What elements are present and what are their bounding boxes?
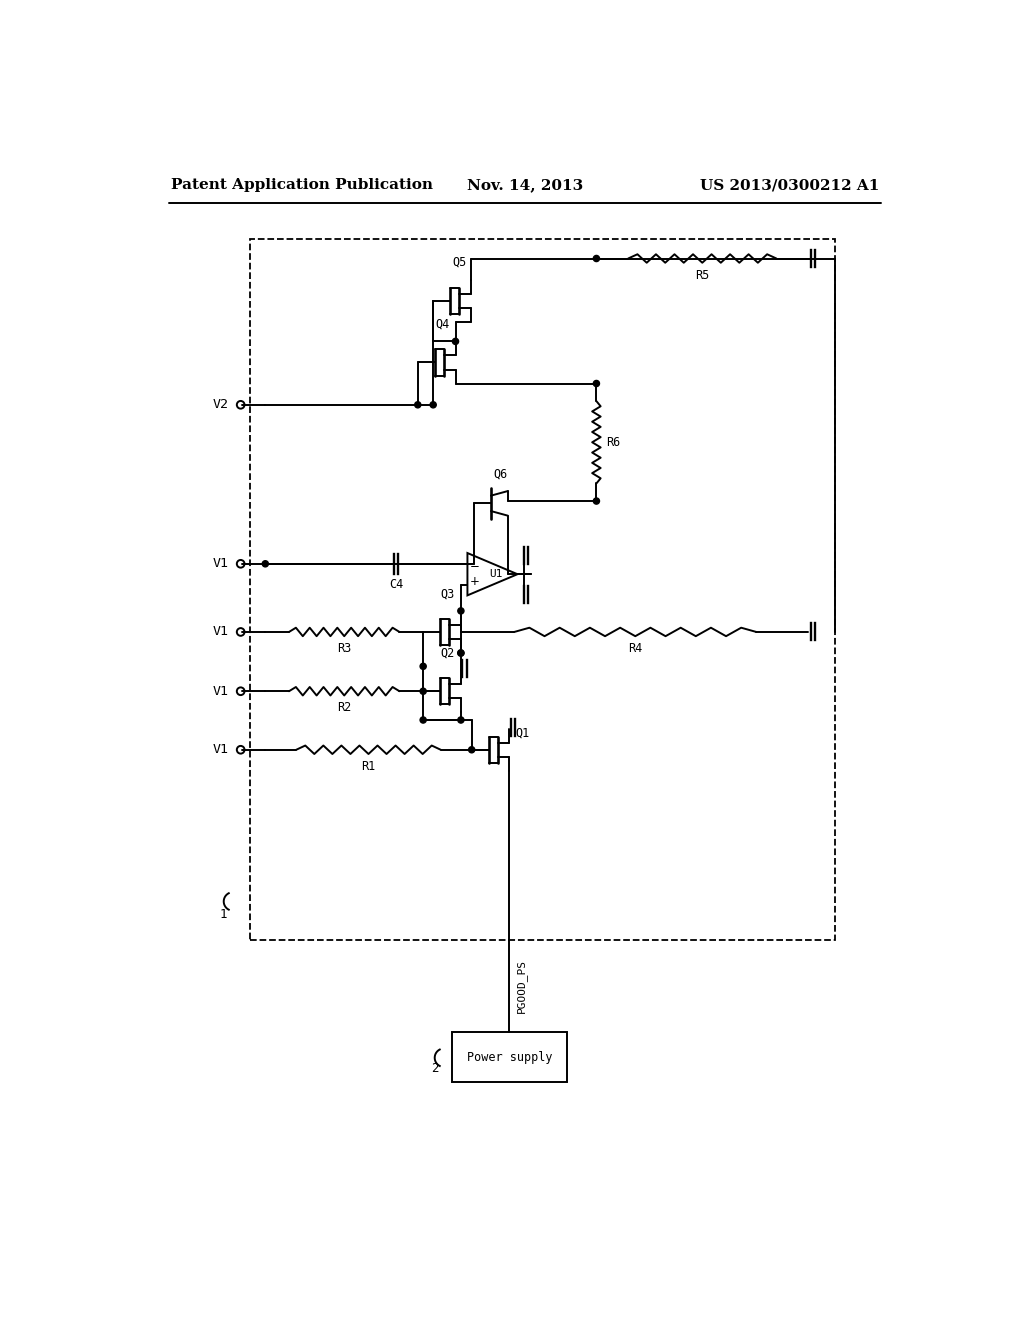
Text: 2: 2: [431, 1061, 438, 1074]
Text: Q2: Q2: [440, 647, 455, 660]
Circle shape: [415, 401, 421, 408]
Circle shape: [593, 256, 599, 261]
Text: R2: R2: [337, 701, 351, 714]
Circle shape: [262, 561, 268, 566]
Text: R3: R3: [337, 642, 351, 655]
Circle shape: [469, 747, 475, 752]
Text: Q1: Q1: [515, 726, 529, 739]
Circle shape: [458, 649, 464, 656]
Text: US 2013/0300212 A1: US 2013/0300212 A1: [699, 178, 879, 193]
Text: PGOOD_PS: PGOOD_PS: [515, 960, 526, 1014]
Text: Q6: Q6: [493, 467, 507, 480]
Text: V1: V1: [212, 685, 228, 698]
Text: Q4: Q4: [435, 317, 450, 330]
Text: Q3: Q3: [440, 587, 455, 601]
Circle shape: [420, 688, 426, 694]
Text: −: −: [470, 560, 480, 573]
Circle shape: [458, 649, 464, 656]
Circle shape: [453, 338, 459, 345]
Text: V2: V2: [212, 399, 228, 412]
Circle shape: [420, 717, 426, 723]
Circle shape: [458, 607, 464, 614]
Text: +: +: [470, 576, 480, 589]
Circle shape: [593, 380, 599, 387]
Text: V1: V1: [212, 557, 228, 570]
Text: R6: R6: [605, 436, 620, 449]
Bar: [250, 239, 836, 940]
Text: R5: R5: [695, 268, 710, 281]
Bar: [452, 1032, 567, 1082]
Text: V1: V1: [212, 626, 228, 639]
Circle shape: [593, 498, 599, 504]
Circle shape: [420, 663, 426, 669]
Text: Nov. 14, 2013: Nov. 14, 2013: [467, 178, 583, 193]
Text: R4: R4: [628, 642, 642, 655]
Text: Patent Application Publication: Patent Application Publication: [171, 178, 432, 193]
Circle shape: [458, 717, 464, 723]
Text: V1: V1: [212, 743, 228, 756]
Text: C4: C4: [389, 578, 403, 590]
Text: U1: U1: [489, 569, 503, 579]
Text: Power supply: Power supply: [467, 1051, 552, 1064]
Text: Q5: Q5: [453, 256, 467, 268]
Text: 1: 1: [219, 908, 226, 921]
Circle shape: [430, 401, 436, 408]
Text: R1: R1: [361, 760, 376, 772]
